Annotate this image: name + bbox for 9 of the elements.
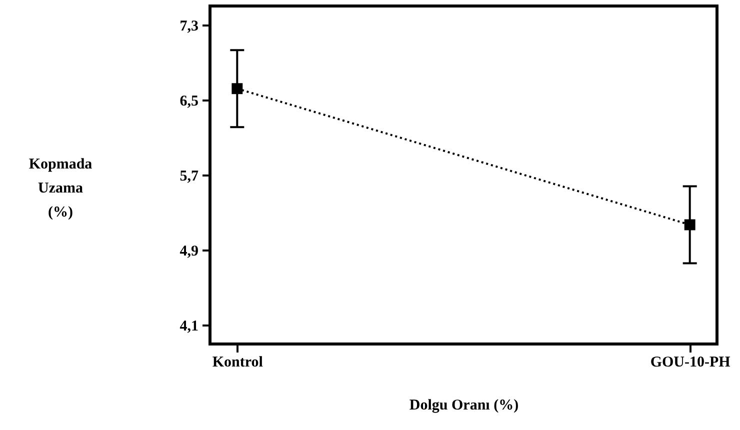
y-tick-label: 7,3 xyxy=(180,18,198,34)
y-tick-label: 6,5 xyxy=(180,93,198,110)
x-axis-title: Dolgu Oranı (%) xyxy=(409,398,519,414)
y-tick-label: 5,7 xyxy=(180,168,199,184)
y-tick-label: 4,1 xyxy=(180,318,198,335)
y-axis-title: Kopmada Uzama (%) xyxy=(28,156,93,220)
x-tick-label: GOU-10-PH xyxy=(650,354,731,370)
x-tick-label: Kontrol xyxy=(212,354,263,370)
y-tick-label: 4,9 xyxy=(180,244,198,260)
